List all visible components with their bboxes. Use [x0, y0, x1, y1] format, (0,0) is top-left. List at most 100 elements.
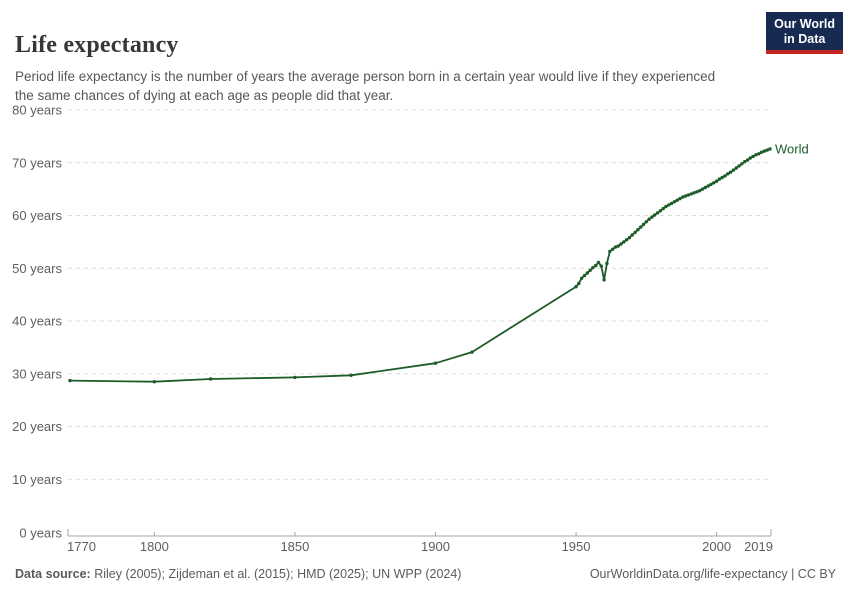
data-point-marker [68, 378, 72, 383]
x-axis-tick-label: 1800 [140, 539, 169, 554]
y-axis-tick-label: 80 years [12, 103, 62, 118]
data-point-marker [658, 209, 663, 213]
data-point-marker [579, 276, 584, 280]
data-point-marker [726, 172, 730, 176]
y-axis-tick-label: 30 years [12, 366, 62, 381]
x-axis-tick-label: 2000 [702, 539, 731, 554]
data-point-marker [661, 206, 665, 211]
x-axis-tick-label: 2019 [744, 539, 773, 554]
world-line-series [69, 148, 771, 383]
data-point-marker [619, 242, 623, 246]
data-point-marker [633, 230, 637, 235]
data-point-marker [757, 152, 761, 156]
data-point-marker [681, 195, 685, 199]
data-point-marker [737, 164, 741, 168]
y-axis-tick-label: 70 years [12, 155, 62, 170]
data-point-marker [768, 147, 772, 151]
data-point-marker [672, 200, 677, 204]
y-axis-tick-label: 0 years [19, 526, 62, 541]
data-point-marker [709, 182, 713, 187]
data-point-marker [616, 244, 620, 248]
data-point-marker [630, 233, 634, 237]
data-point-marker [596, 260, 601, 265]
data-point-marker [698, 189, 702, 193]
data-point-marker [613, 245, 618, 249]
data-point-marker [650, 215, 654, 219]
data-point-marker [636, 228, 640, 232]
data-point-marker [591, 266, 595, 270]
data-point-marker [588, 268, 592, 273]
y-axis-tick-label: 20 years [12, 419, 62, 434]
data-point-marker [349, 373, 353, 377]
data-point-marker [610, 247, 615, 251]
owid-logo-line1: Our World [774, 17, 835, 31]
data-point-marker [574, 285, 578, 289]
owid-url-license-link[interactable]: OurWorldinData.org/life-expectancy | CC … [589, 567, 836, 581]
data-point-marker [762, 149, 767, 153]
x-axis-tick-label: 1950 [562, 539, 591, 554]
page-title: Life expectancy [15, 32, 179, 59]
data-point-marker [585, 271, 589, 275]
data-point-marker [720, 175, 724, 180]
data-point-marker [641, 222, 646, 227]
data-point-marker [669, 201, 674, 206]
data-point-marker [728, 170, 733, 174]
data-point-marker [751, 154, 755, 159]
y-axis-tick-label: 40 years [12, 314, 62, 329]
data-source-note: Data source: Riley (2005); Zijdeman et a… [15, 567, 461, 581]
x-axis-tick-label: 1850 [280, 539, 309, 554]
x-axis-tick-label: 1900 [421, 539, 450, 554]
data-point-marker [622, 240, 626, 244]
data-point-marker [723, 174, 727, 178]
data-point-marker [740, 162, 744, 166]
data-point-marker [692, 191, 696, 195]
data-point-marker [706, 184, 710, 188]
data-point-marker [731, 168, 736, 172]
owid-logo[interactable]: Our World in Data [766, 12, 843, 54]
owid-logo-line2: in Data [783, 31, 826, 46]
data-point-marker [605, 261, 609, 266]
data-point-marker [470, 350, 474, 354]
y-axis-tick-label: 10 years [12, 472, 62, 487]
data-point-marker [748, 156, 752, 160]
data-point-marker [152, 380, 156, 384]
data-point-marker [714, 179, 719, 183]
data-point-marker [759, 150, 764, 154]
data-point-marker [208, 377, 213, 381]
data-point-marker [703, 185, 707, 190]
world-series-label: World [775, 142, 809, 157]
data-point-marker [655, 211, 660, 215]
data-point-marker [653, 213, 657, 217]
y-axis-tick-label: 60 years [12, 208, 62, 223]
data-point-marker [684, 194, 688, 198]
data-point-marker [743, 160, 747, 164]
data-point-marker [639, 225, 643, 229]
data-point-marker [433, 361, 438, 365]
chart-footer: Data source: Riley (2005); Zijdeman et a… [15, 567, 836, 581]
data-point-marker [754, 153, 758, 157]
data-source-text: Riley (2005); Zijdeman et al. (2015); HM… [90, 567, 462, 581]
data-point-marker [647, 217, 651, 221]
chart-subtitle: Period life expectancy is the number of … [15, 68, 716, 103]
data-point-marker [667, 203, 671, 207]
data-point-marker [700, 187, 705, 191]
data-point-marker [602, 278, 606, 282]
data-point-marker [293, 375, 297, 380]
data-point-marker [689, 192, 693, 196]
data-point-marker [745, 158, 750, 162]
data-point-marker [644, 220, 648, 224]
data-point-marker [717, 177, 722, 181]
x-axis-tick-label: 1770 [67, 539, 96, 554]
data-point-marker [624, 238, 629, 242]
data-point-marker [678, 196, 682, 201]
data-point-marker [734, 166, 738, 170]
data-point-marker [577, 281, 581, 286]
data-point-marker [608, 249, 612, 254]
data-point-marker [594, 263, 598, 268]
data-source-label: Data source: [15, 567, 91, 581]
data-point-marker [664, 204, 668, 209]
data-point-marker [675, 198, 679, 202]
data-point-marker [686, 193, 691, 197]
